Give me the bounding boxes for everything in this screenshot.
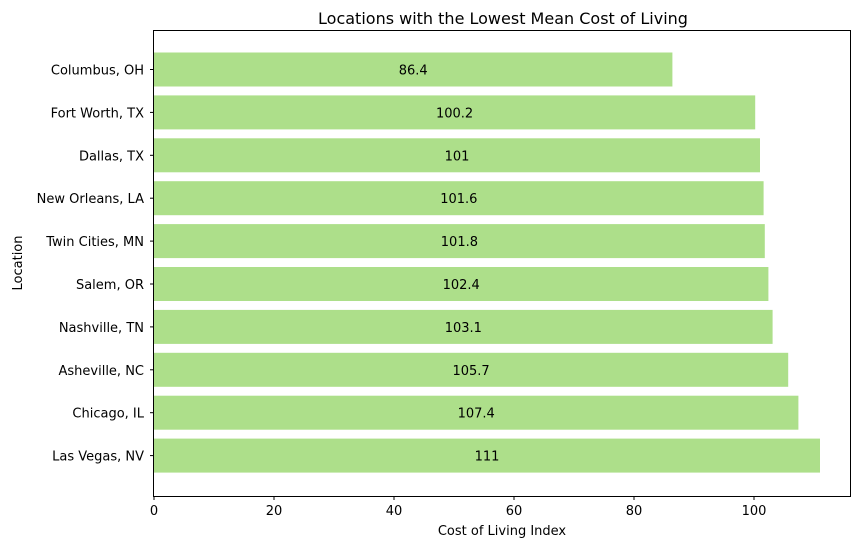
bar-value-label: 103.1: [445, 321, 482, 336]
y-tick-label: Twin Cities, MN: [45, 235, 144, 250]
y-axis-label: Location: [11, 236, 26, 291]
data-labels-group: 86.4 100.2 101 101.6 101.8 102.4 103.1 105.7 107…: [399, 64, 500, 465]
bar-value-label: 102.4: [443, 278, 480, 293]
bar: [154, 395, 799, 430]
x-axis-ticks: 0 20 40 60 80 100: [150, 496, 767, 519]
bar-value-label: 111: [475, 450, 500, 465]
bar: [154, 181, 764, 216]
bars-group: [154, 52, 820, 473]
chart-title: Locations with the Lowest Mean Cost of L…: [318, 9, 688, 28]
y-tick-label: Dallas, TX: [79, 149, 144, 164]
bar-value-label: 86.4: [399, 64, 428, 79]
y-tick-label: Chicago, IL: [72, 407, 144, 422]
plot-frame: [153, 30, 851, 497]
bar: [154, 267, 769, 301]
bar-value-label: 101: [445, 149, 470, 164]
bar-value-label: 105.7: [452, 364, 489, 379]
x-tick-label: 80: [626, 504, 643, 519]
y-tick-label: Las Vegas, NV: [52, 450, 144, 465]
bar: [154, 95, 756, 130]
bar: [154, 224, 765, 259]
y-tick-label: Salem, OR: [76, 278, 144, 293]
bar: [154, 352, 789, 387]
bar-value-label: 101.8: [441, 235, 478, 250]
bar: [154, 309, 773, 344]
x-tick-label: 60: [506, 504, 523, 519]
y-tick-label: Fort Worth, TX: [51, 106, 144, 121]
bar: [154, 438, 820, 473]
bar-value-label: 101.6: [440, 192, 477, 207]
y-tick-label: Columbus, OH: [51, 64, 144, 79]
bar-value-label: 100.2: [436, 106, 473, 121]
y-tick-label: New Orleans, LA: [37, 192, 144, 207]
y-tick-label: Nashville, TN: [59, 321, 144, 336]
y-tick-label: Asheville, NC: [59, 364, 145, 379]
y-axis-ticks: Columbus, OH Fort Worth, TX Dallas, TX New …: [37, 64, 154, 465]
bar-value-label: 107.4: [458, 407, 495, 422]
x-tick-label: 0: [150, 504, 158, 519]
x-tick-label: 40: [386, 504, 403, 519]
x-tick-label: 100: [742, 504, 767, 519]
bar: [154, 52, 673, 87]
x-tick-label: 20: [266, 504, 283, 519]
x-axis-label: Cost of Living Index: [438, 524, 567, 539]
bar: [154, 138, 760, 173]
